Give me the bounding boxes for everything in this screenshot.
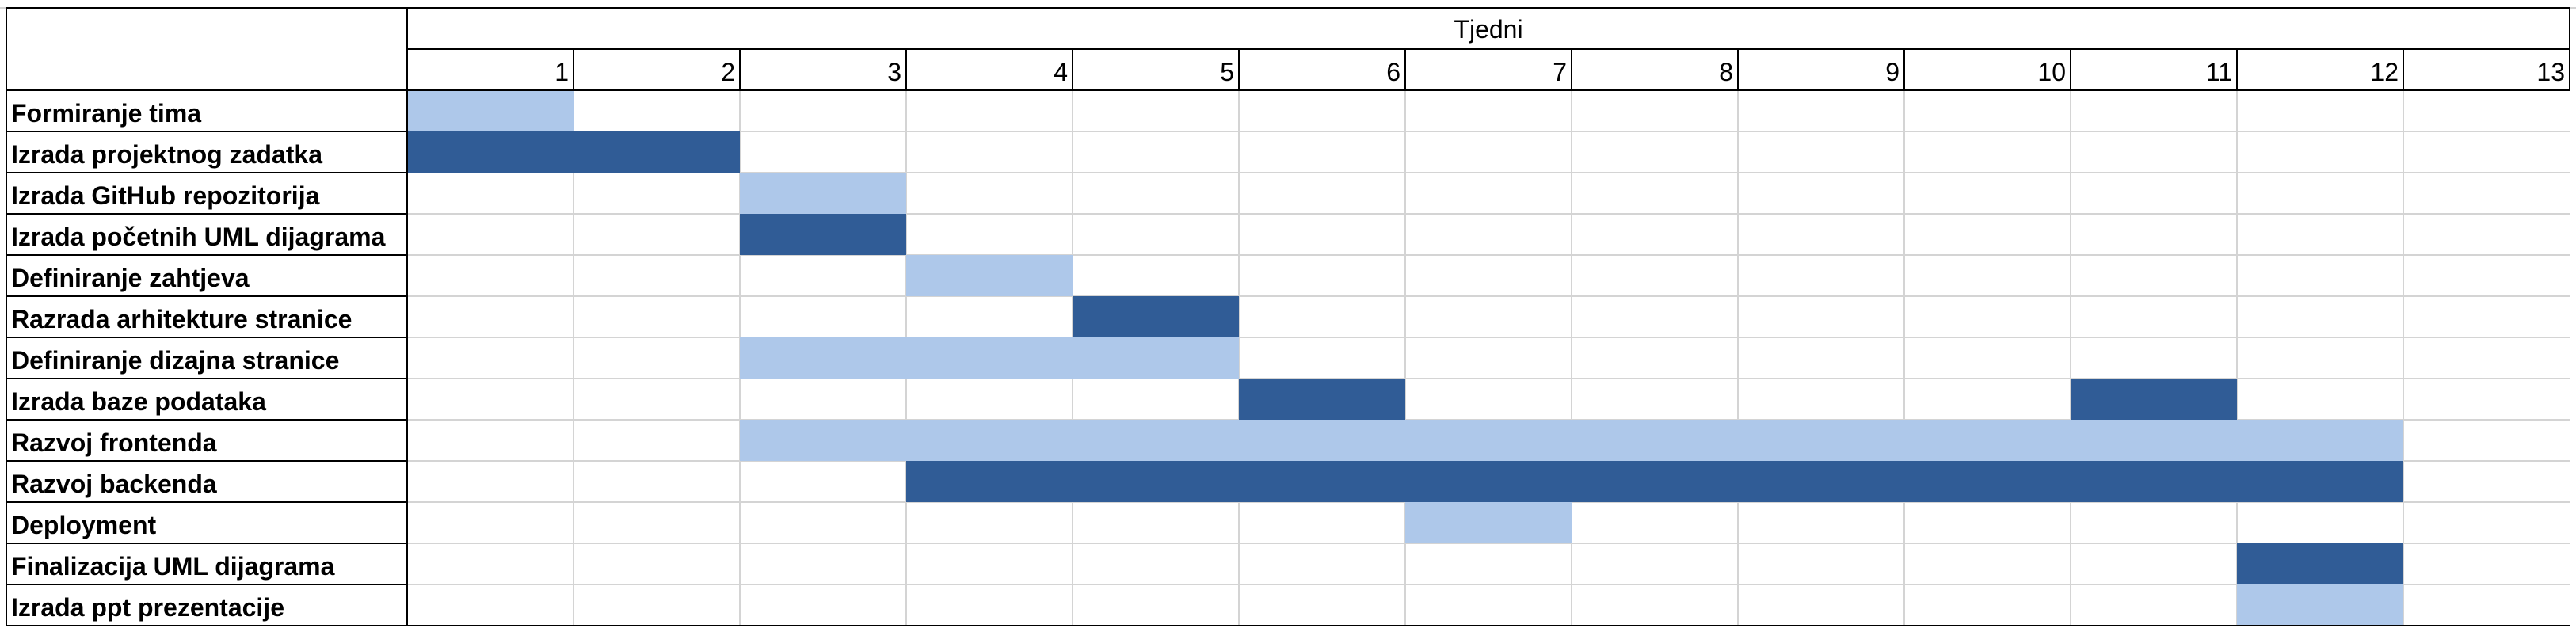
week-number-label: 10	[2037, 58, 2066, 86]
week-number-label: 5	[1220, 58, 1234, 86]
task-label: Razrada arhitekture stranice	[11, 305, 352, 333]
task-bar	[906, 461, 2403, 502]
task-label: Izrada početnih UML dijagrama	[11, 223, 386, 251]
task-label: Finalizacija UML dijagrama	[11, 552, 335, 581]
task-label: Razvoj frontenda	[11, 428, 217, 457]
task-label: Deployment	[11, 511, 156, 539]
task-bar	[1239, 379, 1405, 420]
task-bar	[1405, 502, 1572, 543]
week-number-label: 4	[1054, 58, 1068, 86]
task-label: Formiranje tima	[11, 99, 201, 128]
week-number-label: 2	[721, 58, 735, 86]
task-bar	[407, 131, 740, 173]
task-bar	[407, 90, 574, 131]
task-label: Razvoj backenda	[11, 470, 217, 498]
task-bar	[1073, 296, 1239, 337]
week-number-label: 12	[2370, 58, 2399, 86]
task-bar	[740, 337, 1239, 379]
task-label: Izrada projektnog zadatka	[11, 140, 322, 169]
task-bar	[740, 214, 906, 255]
task-label: Definiranje zahtjeva	[11, 264, 250, 292]
task-bar	[2237, 584, 2403, 626]
week-number-label: 9	[1885, 58, 1900, 86]
task-label: Izrada ppt prezentacije	[11, 593, 284, 622]
background-gridlines	[0, 7, 2576, 626]
task-bar	[2237, 543, 2403, 584]
task-bar	[906, 255, 1073, 296]
week-number-label: 11	[2206, 58, 2232, 86]
week-number-label: 1	[554, 58, 569, 86]
task-label: Izrada baze podataka	[11, 387, 266, 416]
table-borders	[6, 7, 2570, 626]
header-label-tjedni: Tjedni	[1454, 15, 1522, 44]
task-bar	[740, 420, 2403, 461]
task-bar	[740, 173, 906, 214]
week-number-label: 6	[1386, 58, 1400, 86]
week-number-label: 3	[887, 58, 901, 86]
task-bar	[2071, 379, 2237, 420]
task-bars	[407, 90, 2403, 626]
week-number-label: 8	[1719, 58, 1733, 86]
task-label: Izrada GitHub repozitorija	[11, 181, 320, 210]
week-number-label: 7	[1553, 58, 1567, 86]
task-label: Definiranje dizajna stranice	[11, 346, 339, 375]
week-number-label: 13	[2536, 58, 2565, 86]
